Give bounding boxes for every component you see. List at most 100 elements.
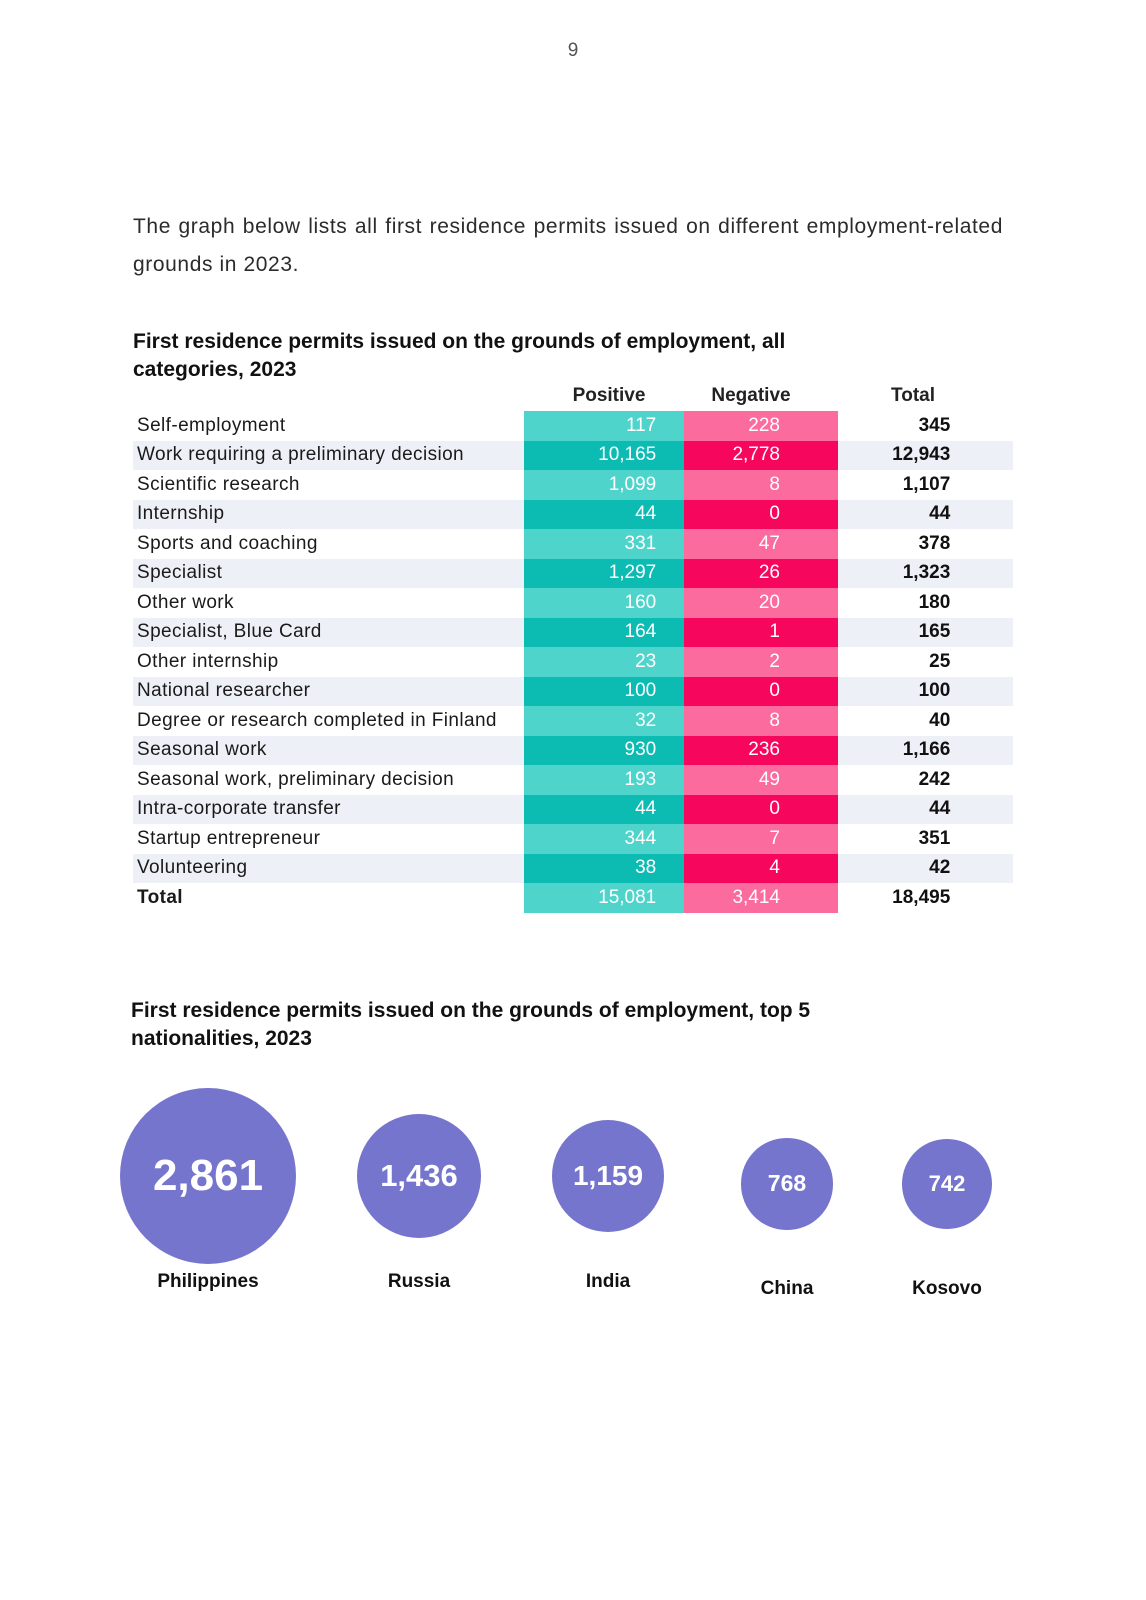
- total-cell: 40: [929, 709, 951, 731]
- negative-cell: 0: [684, 676, 838, 706]
- bubble-value: 768: [767, 1170, 807, 1197]
- table-row: Intra-corporate transfer 44 0 44: [133, 794, 1013, 824]
- header-negative: Negative: [711, 385, 791, 406]
- category-cell: Specialist, Blue Card: [133, 617, 525, 647]
- row-spacer: [952, 617, 1013, 647]
- row-spacer: [952, 824, 1013, 854]
- negative-cell: 7: [684, 824, 838, 854]
- header-positive: Positive: [572, 385, 646, 406]
- category-cell: Volunteering: [133, 853, 525, 883]
- total-cell: 44: [837, 499, 953, 529]
- negative-cell: 20: [684, 588, 838, 618]
- positive-cell: 193: [524, 765, 685, 795]
- table-row: National researcher 100 0 100: [133, 676, 1013, 706]
- positive-cell: 160: [524, 588, 685, 618]
- positive-cell: 44: [524, 794, 685, 824]
- bubble-label: India: [585, 1271, 631, 1292]
- bubble-value: 742: [928, 1170, 966, 1196]
- negative-cell: 4: [684, 853, 838, 883]
- row-spacer: [952, 735, 1013, 765]
- table-title: First residence permits issued on the gr…: [133, 330, 786, 381]
- negative-cell: 49: [684, 765, 838, 795]
- row-spacer: [952, 676, 1013, 706]
- page-number: 9: [567, 40, 579, 61]
- negative-cell: 0: [684, 499, 838, 529]
- total-cell: 12,943: [837, 440, 953, 470]
- positive-cell: 44: [524, 499, 685, 529]
- total-cell: 351: [918, 827, 951, 849]
- positive-cell: 23: [524, 647, 685, 677]
- category-cell: Seasonal work, preliminary decision: [137, 768, 455, 790]
- positive-cell: 344: [524, 824, 685, 854]
- total-negative-cell: 3,414: [684, 883, 838, 913]
- table-row: Work requiring a preliminary decision 10,…: [133, 440, 1013, 470]
- table-row: Specialist 1,297 26 1,323: [133, 558, 1013, 588]
- table-row: Degree or research completed in Finland 3…: [133, 706, 1013, 736]
- category-cell: Scientific research: [137, 473, 300, 495]
- total-cell: 44: [837, 794, 953, 824]
- negative-cell: 47: [684, 529, 838, 559]
- positive-cell: 32: [524, 706, 685, 736]
- bubble-russia: 1,436: [356, 1113, 482, 1239]
- negative-cell: 0: [684, 794, 838, 824]
- table-row: Seasonal work 930 236 1,166: [133, 735, 1013, 765]
- row-spacer: [952, 529, 1013, 559]
- bubble-label: Russia: [387, 1271, 451, 1292]
- category-cell: Self-employment: [137, 414, 286, 436]
- category-cell: Work requiring a preliminary decision: [133, 440, 525, 470]
- positive-cell: 1,099: [524, 470, 685, 500]
- row-spacer: [952, 794, 1013, 824]
- bubble-label: Kosovo: [912, 1278, 982, 1299]
- bubble-label: China: [760, 1278, 814, 1299]
- total-positive-cell: 15,081: [524, 883, 685, 913]
- bubble-value: 2,861: [152, 1151, 264, 1200]
- table-row: Volunteering 38 4 42: [133, 853, 1013, 883]
- bubble-india: 1,159: [551, 1119, 664, 1232]
- negative-cell: 236: [684, 735, 838, 765]
- total-cell: 1,323: [837, 558, 953, 588]
- positive-cell: 1,297: [524, 558, 685, 588]
- negative-cell: 1: [684, 617, 838, 647]
- category-cell: Other work: [137, 591, 234, 613]
- positive-cell: 117: [524, 411, 685, 441]
- total-cell: 165: [837, 617, 953, 647]
- positive-cell: 38: [524, 853, 685, 883]
- table-row: Startup entrepreneur 344 7 351: [133, 824, 1013, 854]
- total-label-cell: Total: [137, 886, 183, 908]
- bubble-value: 1,159: [572, 1159, 644, 1191]
- row-spacer: [952, 883, 1013, 913]
- category-cell: Seasonal work: [133, 735, 525, 765]
- row-spacer: [952, 706, 1013, 736]
- table-header: Positive Negative Total: [133, 385, 1013, 411]
- table-row: Other work 160 20 180: [133, 588, 1013, 618]
- table-row: Scientific research 1,099 8 1,107: [133, 470, 1013, 500]
- bubble-china: 768: [741, 1138, 833, 1230]
- category-cell: Internship: [133, 499, 525, 529]
- total-cell: 25: [929, 650, 951, 672]
- total-cell: 180: [918, 591, 951, 613]
- row-spacer: [952, 440, 1013, 470]
- category-cell: Startup entrepreneur: [137, 827, 321, 849]
- table-row: Specialist, Blue Card 164 1 165: [133, 617, 1013, 647]
- total-cell: 345: [918, 414, 951, 436]
- negative-cell: 228: [684, 411, 838, 441]
- header-total: Total: [891, 385, 935, 406]
- table-row: Seasonal work, preliminary decision 193 49…: [133, 765, 1013, 795]
- grand-total-cell: 18,495: [892, 886, 951, 908]
- category-cell: Degree or research completed in Finland: [137, 709, 497, 731]
- permits-table-body: Self-employment 117 228 345 Work requiring a…: [133, 411, 1013, 913]
- category-cell: Intra-corporate transfer: [133, 794, 525, 824]
- category-cell: Specialist: [133, 558, 525, 588]
- negative-cell: 2: [684, 647, 838, 677]
- table-row: Other internship 23 2 25: [133, 647, 1013, 677]
- permits-table: Positive Negative Total Self-employment 1…: [133, 385, 1013, 913]
- table-row: Self-employment 117 228 345: [133, 411, 1013, 441]
- category-cell: Other internship: [137, 650, 279, 672]
- table-row: Internship 44 0 44: [133, 499, 1013, 529]
- row-spacer: [952, 411, 1013, 441]
- positive-cell: 331: [524, 529, 685, 559]
- row-spacer: [952, 765, 1013, 795]
- negative-cell: 2,778: [684, 440, 838, 470]
- row-spacer: [952, 647, 1013, 677]
- positive-cell: 164: [524, 617, 685, 647]
